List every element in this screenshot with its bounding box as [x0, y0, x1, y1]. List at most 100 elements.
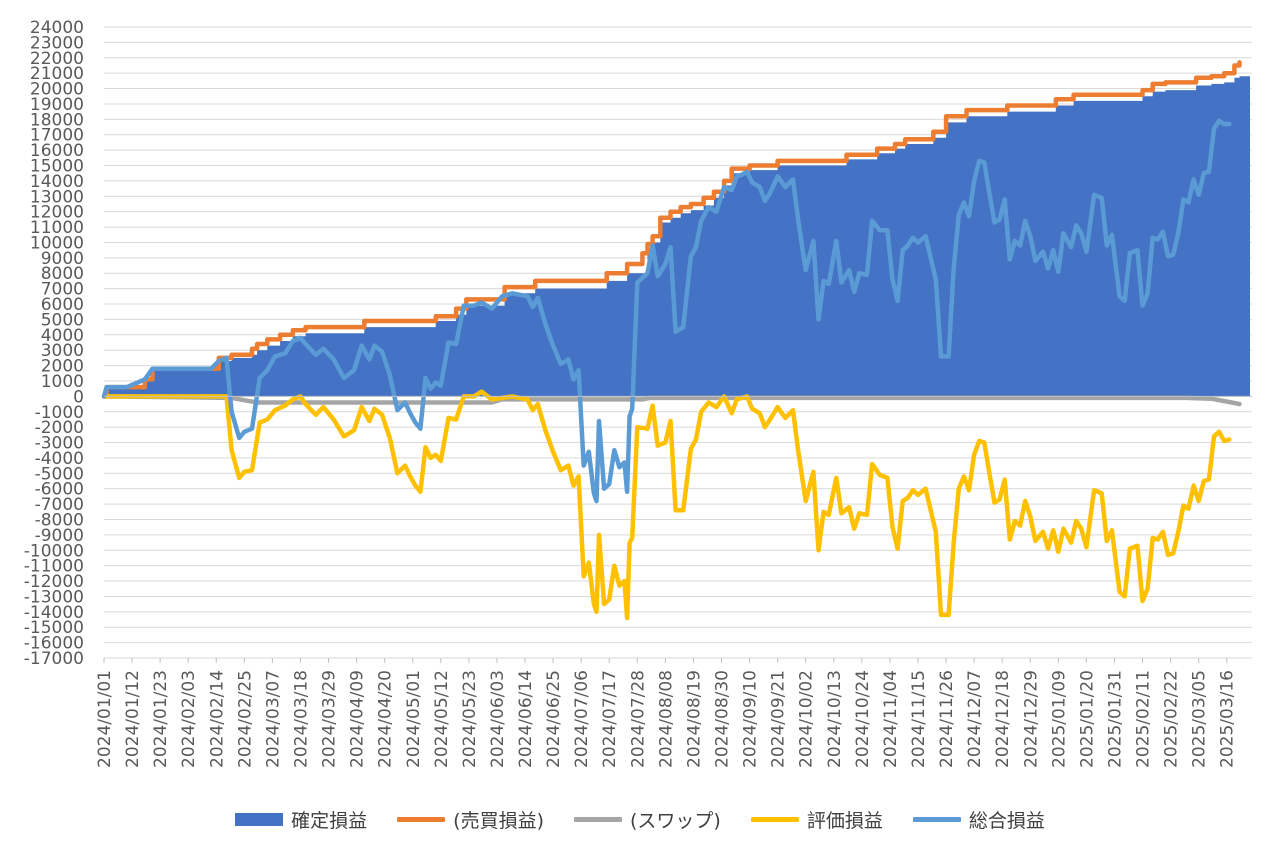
y-tick-label: 13000: [30, 187, 84, 207]
y-tick-label: -10000: [24, 541, 84, 561]
x-tick-label: 2024/05/01: [404, 670, 424, 768]
y-tick-label: 8000: [41, 264, 84, 284]
y-tick-label: 23000: [30, 33, 84, 53]
y-tick-label: -2000: [35, 418, 84, 438]
x-tick-label: 2024/07/28: [628, 670, 648, 768]
y-tick-label: 21000: [30, 64, 84, 84]
series-layer: [101, 60, 1250, 621]
legend-item-0: 確定損益: [235, 806, 367, 833]
x-tick-label: 2024/09/10: [741, 670, 761, 768]
x-tick-label: 2024/03/07: [263, 670, 283, 768]
x-tick-label: 2024/10/24: [853, 670, 873, 768]
y-tick-label: -9000: [35, 526, 84, 546]
y-tick-label: 12000: [30, 203, 84, 223]
y-tick-label: 1000: [41, 372, 84, 392]
y-tick-label: -7000: [35, 495, 84, 515]
x-tick-label: 2024/10/13: [825, 670, 845, 768]
legend-swatch-0: [235, 812, 284, 826]
x-tick-label: 2024/01/01: [95, 670, 115, 768]
x-tick-label: 2024/05/23: [460, 670, 480, 768]
legend-label-0: 確定損益: [291, 809, 368, 832]
x-tick-label: 2024/01/12: [123, 670, 143, 768]
series-line-4: [101, 118, 1232, 504]
x-tick-label: 2024/07/06: [572, 670, 592, 768]
x-tick-label: 2024/05/12: [432, 670, 452, 768]
legend-label-4: 総合損益: [968, 809, 1045, 832]
y-tick-label: -17000: [24, 649, 84, 669]
y-tick-label: 17000: [30, 126, 84, 146]
y-tick-label: -6000: [35, 480, 84, 500]
y-tick-label: 20000: [30, 80, 84, 100]
legend-swatch-2: [573, 816, 622, 822]
x-tick-label: 2024/07/17: [600, 670, 620, 768]
y-tick-label: -5000: [35, 464, 84, 484]
x-tick-label: 2024/03/29: [320, 670, 340, 768]
x-tick-label: 2024/06/25: [544, 670, 564, 768]
y-tick-label: 18000: [30, 110, 84, 130]
y-tick-label: 10000: [30, 233, 84, 253]
x-tick-label: 2024/10/02: [797, 670, 817, 768]
y-tick-label: 0: [73, 387, 84, 407]
x-tick-label: 2025/02/22: [1162, 670, 1182, 768]
y-tick-label: 6000: [41, 295, 84, 315]
x-tick-label: 2025/01/20: [1077, 670, 1097, 768]
legend: 確定損益 (売買損益) (スワップ) 評価損益 総合損益: [0, 803, 1280, 835]
y-tick-label: -15000: [24, 618, 84, 638]
x-tick-label: 2025/02/11: [1134, 670, 1154, 768]
chart-plot: 2400023000220002100020000190001800017000…: [24, 18, 1252, 768]
y-tick-label: -12000: [24, 572, 84, 592]
x-tick-label: 2024/02/03: [179, 670, 199, 768]
legend-swatch-4: [912, 816, 961, 822]
y-tick-label: -1000: [35, 403, 84, 423]
y-tick-label: 2000: [41, 357, 84, 377]
x-tick-label: 2025/03/16: [1218, 670, 1238, 768]
legend-swatch-3: [750, 816, 799, 822]
y-tick-label: 11000: [30, 218, 84, 238]
y-tick-label: 22000: [30, 49, 84, 69]
y-tick-label: 15000: [30, 157, 84, 177]
x-tick-label: 2024/03/18: [291, 670, 311, 768]
y-tick-label: 4000: [41, 326, 84, 346]
series-line-2: [101, 394, 1242, 407]
y-tick-label: -8000: [35, 510, 84, 530]
x-tick-label: 2024/11/15: [909, 670, 929, 768]
legend-label-2: (スワップ): [629, 809, 721, 832]
x-tick-label: 2024/12/29: [1021, 670, 1041, 768]
legend-item-4: 総合損益: [912, 806, 1045, 833]
y-tick-label: -3000: [35, 434, 84, 454]
y-tick-label: -4000: [35, 449, 84, 469]
legend-item-3: 評価損益: [750, 806, 883, 833]
y-tick-label: -13000: [24, 587, 84, 607]
y-tick-label: -16000: [24, 634, 84, 654]
x-tick-label: 2024/11/04: [881, 670, 901, 768]
x-tick-label: 2024/11/26: [937, 670, 957, 768]
x-tick-label: 2025/01/31: [1105, 670, 1125, 768]
x-tick-label: 2024/04/20: [376, 670, 396, 768]
y-tick-label: 24000: [30, 18, 84, 38]
x-tick-label: 2024/06/03: [488, 670, 508, 768]
x-tick-label: 2024/02/14: [207, 670, 227, 768]
x-tick-label: 2024/12/07: [965, 670, 985, 768]
y-tick-label: 19000: [30, 95, 84, 115]
legend-label-1: (売買損益): [453, 809, 544, 832]
x-tick-label: 2024/12/18: [993, 670, 1013, 768]
y-tick-label: 7000: [41, 280, 84, 300]
y-tick-label: 16000: [30, 141, 84, 161]
x-tick-label: 2025/01/09: [1049, 670, 1069, 768]
legend-swatch-1: [397, 816, 446, 822]
series-area-0: [104, 76, 1250, 397]
legend-item-2: (スワップ): [573, 806, 721, 833]
y-tick-label: 14000: [30, 172, 84, 192]
y-tick-label: 5000: [41, 310, 84, 330]
x-tick-label: 2024/08/08: [656, 670, 676, 768]
legend-item-1: (売買損益): [397, 806, 544, 833]
x-tick-label: 2024/08/19: [684, 670, 704, 768]
y-tick-label: -11000: [24, 557, 84, 577]
x-tick-label: 2024/09/21: [769, 670, 789, 768]
y-tick-label: 9000: [41, 249, 84, 269]
x-tick-label: 2024/02/25: [235, 670, 255, 768]
x-tick-label: 2024/04/09: [348, 670, 368, 768]
x-tick-label: 2024/08/30: [713, 670, 733, 768]
x-tick-label: 2024/06/14: [516, 670, 536, 768]
